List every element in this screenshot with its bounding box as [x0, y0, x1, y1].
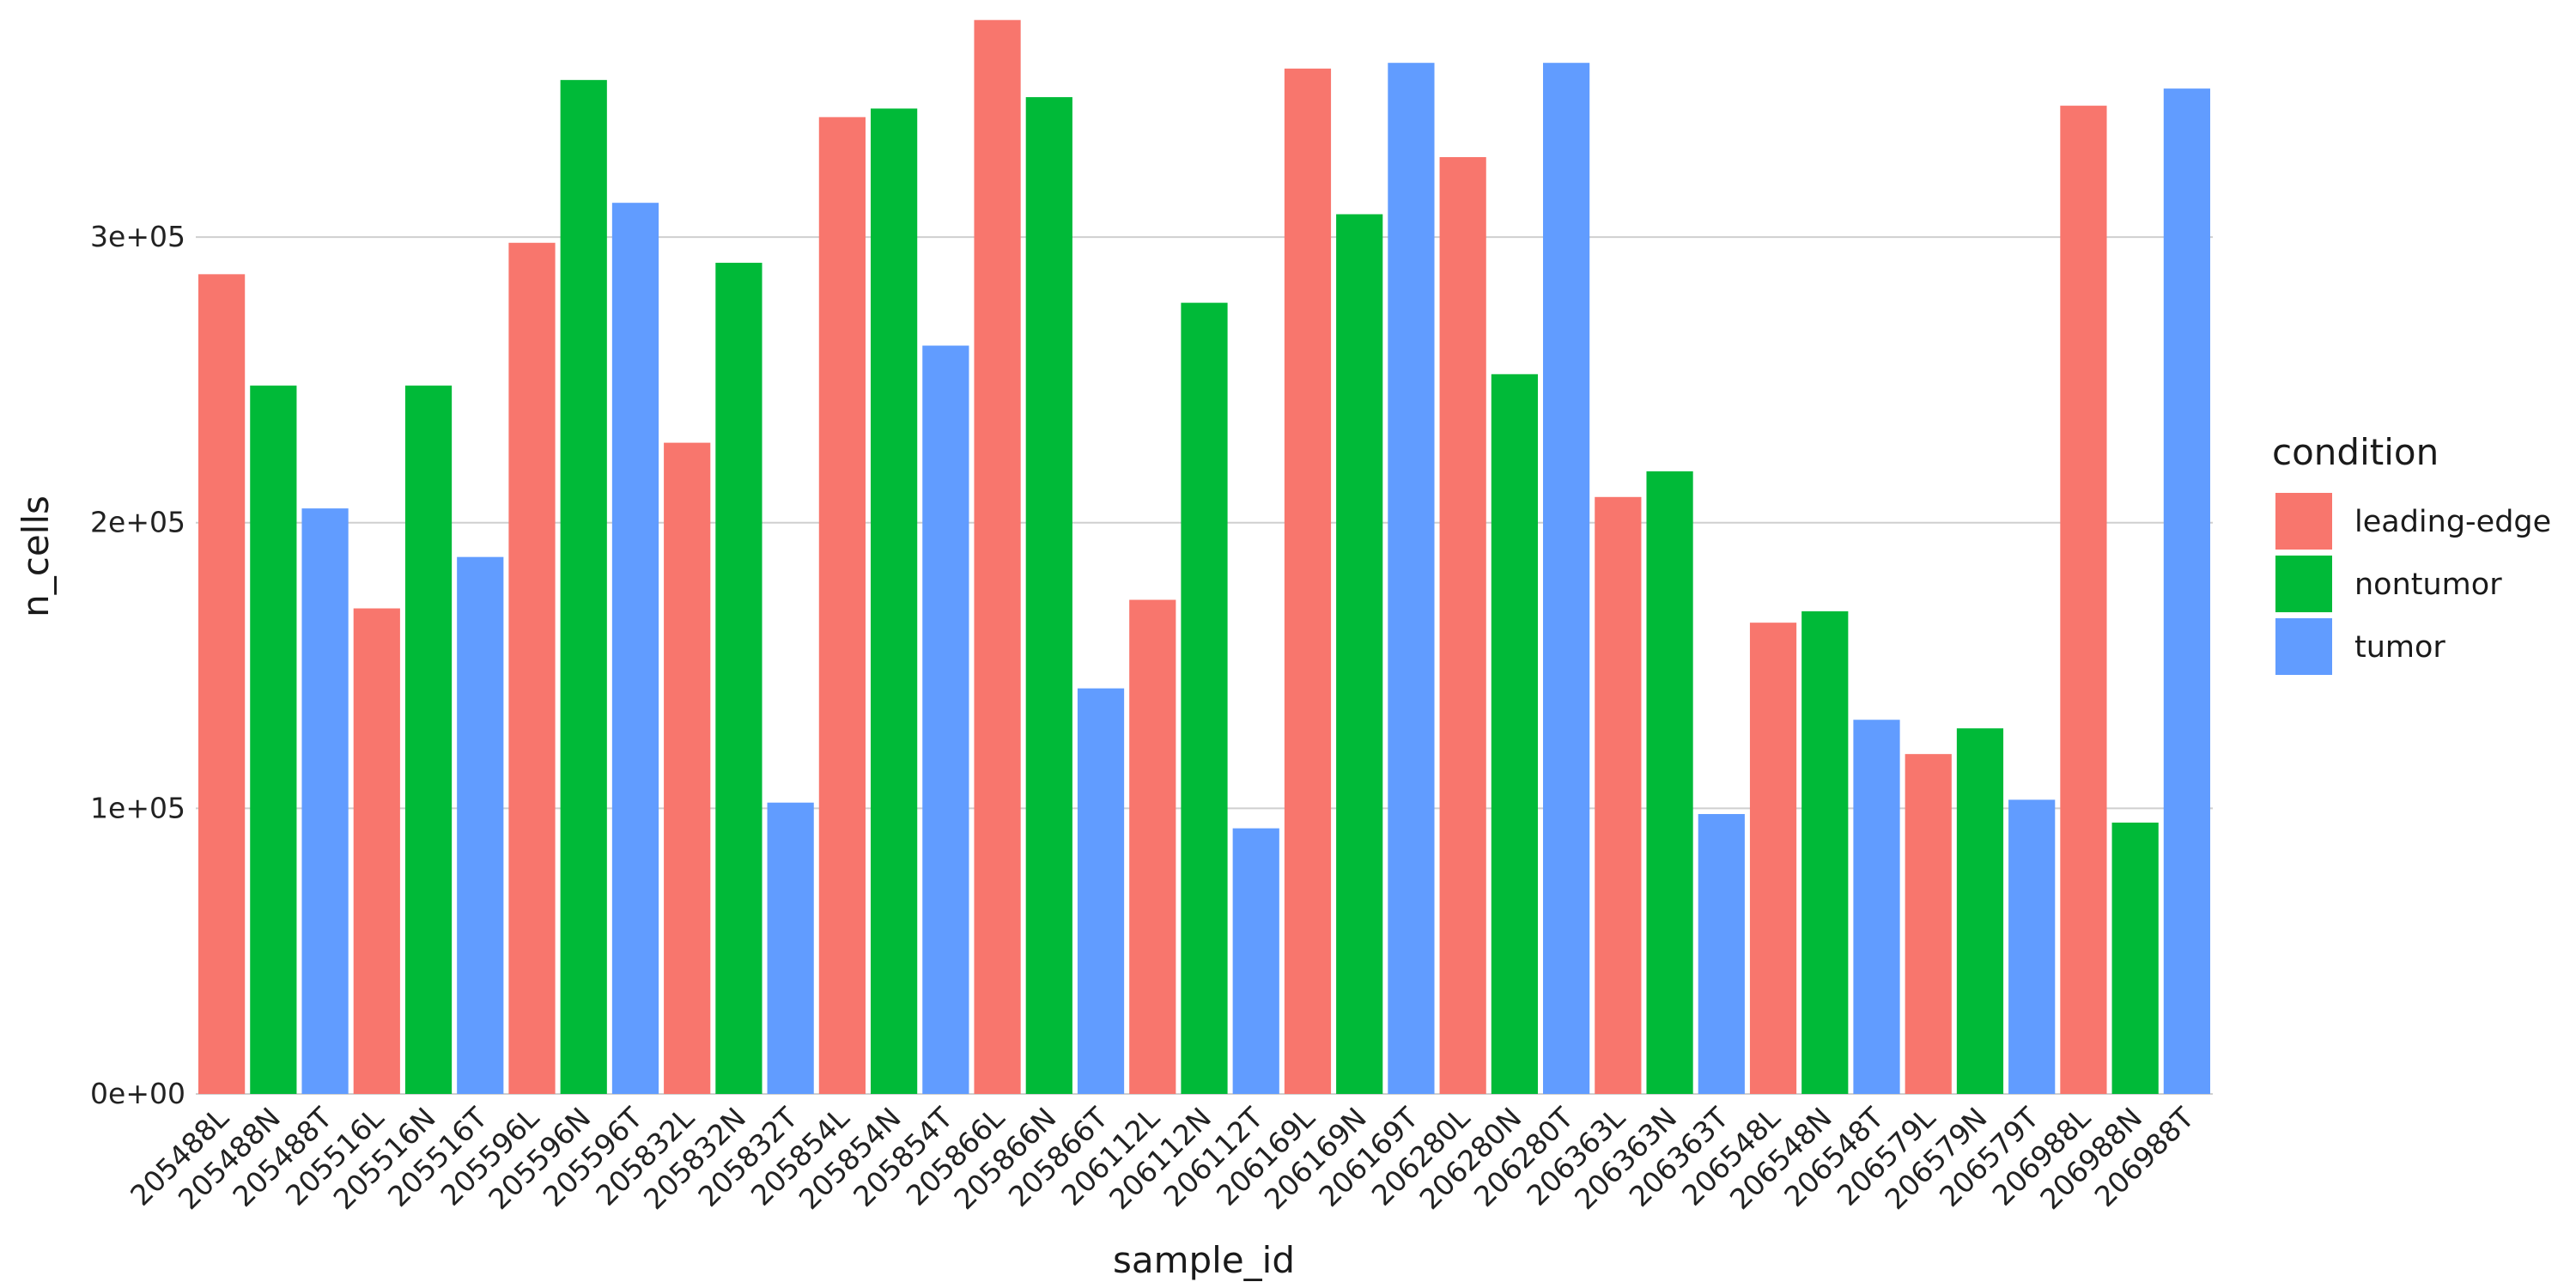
- y-tick-label: 2e+05: [90, 506, 185, 539]
- bar: [818, 117, 866, 1094]
- y-tick-label: 1e+05: [90, 791, 185, 824]
- y-tick-label: 0e+00: [90, 1077, 185, 1110]
- bar: [1853, 720, 1900, 1094]
- bar: [1543, 63, 1590, 1095]
- bar: [1801, 611, 1849, 1094]
- bar: [1698, 814, 1745, 1094]
- bar: [715, 263, 762, 1094]
- legend-title: condition: [2272, 431, 2439, 473]
- bar: [353, 608, 400, 1094]
- bar: [1232, 828, 1279, 1094]
- bar: [922, 345, 969, 1094]
- x-axis-title: sample_id: [1113, 1239, 1295, 1281]
- bar: [1388, 63, 1435, 1095]
- bar: [1956, 728, 2004, 1094]
- bar: [611, 203, 659, 1095]
- legend-label: leading-edge: [2354, 505, 2551, 539]
- bar: [250, 386, 297, 1094]
- bar: [1181, 302, 1228, 1094]
- bar: [404, 386, 453, 1094]
- bar: [1284, 68, 1332, 1094]
- bar: [1025, 97, 1072, 1094]
- y-tick-label: 3e+05: [90, 220, 185, 253]
- bar: [508, 242, 556, 1094]
- legend-label: tumor: [2354, 630, 2445, 665]
- bar: [2008, 799, 2056, 1094]
- bar: [301, 508, 349, 1094]
- bar: [1491, 374, 1538, 1094]
- bar: [974, 20, 1021, 1094]
- bar: [457, 556, 504, 1094]
- bar: [1439, 156, 1486, 1095]
- bar: [198, 274, 246, 1094]
- legend-key: [2275, 618, 2332, 675]
- bar: [1749, 623, 1797, 1094]
- y-axis-title: n_cells: [15, 495, 57, 617]
- bar: [767, 802, 814, 1094]
- legend-key: [2275, 556, 2332, 612]
- bar: [1129, 599, 1176, 1094]
- bar: [2111, 823, 2159, 1094]
- bar: [664, 442, 711, 1094]
- bar: [1646, 471, 1693, 1094]
- legend-key: [2275, 493, 2332, 550]
- bar: [871, 108, 918, 1095]
- bar: [2163, 88, 2210, 1094]
- bar: [1336, 214, 1383, 1094]
- bar: [560, 80, 607, 1094]
- bar: [1595, 496, 1642, 1094]
- bar: [1077, 688, 1125, 1094]
- bar: [2060, 106, 2107, 1095]
- legend-label: nontumor: [2354, 568, 2502, 602]
- bar: [1905, 754, 1952, 1094]
